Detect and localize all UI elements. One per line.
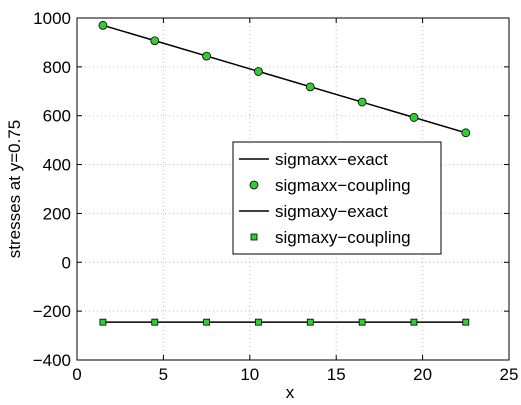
data-point [99, 318, 107, 326]
legend: sigmaxx−exact sigmaxx−coupling sigmaxy−exa… [232, 141, 442, 255]
x-tick-label: 0 [72, 365, 81, 384]
x-tick-label: 20 [413, 365, 432, 384]
series-group [98, 20, 471, 326]
data-point [462, 318, 470, 326]
x-tick-label: 5 [159, 365, 168, 384]
y-tick-label: 600 [43, 107, 71, 126]
data-point [202, 51, 212, 61]
data-point [151, 318, 159, 326]
data-point [410, 318, 418, 326]
data-point [305, 82, 315, 92]
y-tick-label: 200 [43, 204, 71, 223]
legend-label: sigmaxy−coupling [275, 228, 411, 247]
series-line [102, 24, 467, 134]
y-axis-label: stresses at y=0.75 [5, 120, 24, 258]
legend-label: sigmaxy−exact [275, 202, 388, 221]
x-axis-label: x [286, 383, 295, 402]
plot-frame [76, 17, 510, 361]
x-tick-label: 25 [500, 365, 519, 384]
data-point [255, 318, 262, 326]
y-tick-label: 1000 [33, 9, 71, 28]
data-point [358, 318, 366, 326]
legend-label: sigmaxx−coupling [275, 176, 411, 195]
legend-marker-swatch [249, 180, 259, 190]
data-point [150, 36, 160, 46]
x-tick-label: 15 [327, 365, 346, 384]
data-point [306, 318, 314, 326]
y-tick-label: 0 [62, 253, 71, 272]
data-point [461, 128, 471, 138]
y-tick-label: −400 [33, 351, 71, 370]
y-tick-label: 400 [43, 156, 71, 175]
data-point [254, 67, 263, 76]
y-tick-label: 800 [43, 58, 71, 77]
y-tick-label: −200 [33, 302, 71, 321]
data-point [98, 20, 108, 30]
data-point [357, 97, 367, 107]
axis-ticks: 0 5 10 15 20 25 −400 −200 0 200 400 600 800 1000 [33, 9, 519, 384]
data-point [409, 113, 419, 122]
data-point [203, 318, 211, 326]
legend-marker-swatch [250, 233, 258, 241]
x-tick-label: 10 [240, 365, 259, 384]
legend-label: sigmaxx−exact [275, 150, 388, 169]
legend-box [232, 141, 442, 255]
